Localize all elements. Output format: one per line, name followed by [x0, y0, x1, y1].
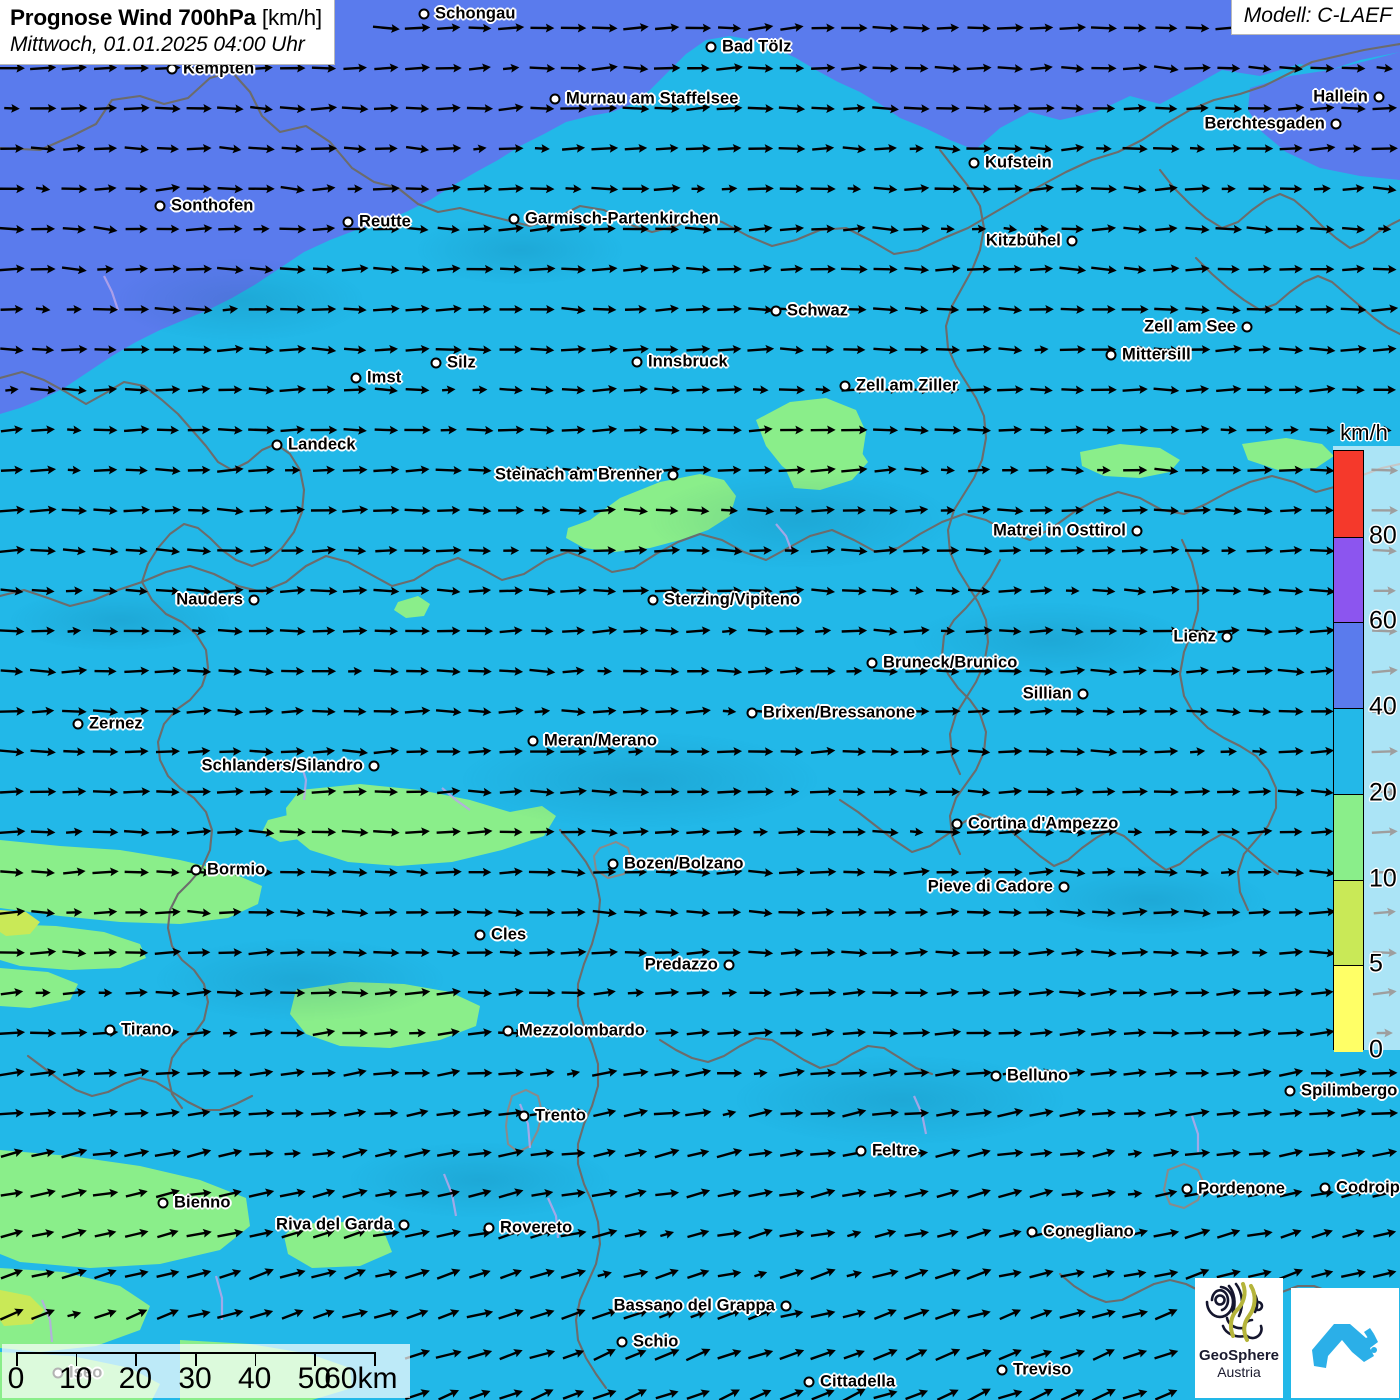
legend-tick-80: 80 — [1369, 521, 1397, 550]
scale-label-4: 40 — [237, 1362, 272, 1395]
legend-tick-5: 5 — [1369, 949, 1383, 978]
model-label: Modell: C-LAEF — [1230, 0, 1400, 35]
scale-tick-4 — [254, 1352, 257, 1366]
legend-band-80+ — [1334, 451, 1363, 537]
legend-tick-60: 60 — [1369, 606, 1397, 635]
geosphere-logo-subtitle: Austria — [1217, 1364, 1261, 1380]
title-unit-text: [km/h] — [261, 5, 322, 30]
scale-bar: 0 10 20 30 40 50 60km — [2, 1344, 410, 1398]
legend-tick-40: 40 — [1369, 692, 1397, 721]
legend-band-60-80 — [1334, 536, 1363, 624]
page-title: Prognose Wind 700hPa [km/h] — [10, 5, 322, 31]
title-box: Prognose Wind 700hPa [km/h] Mittwoch, 01… — [0, 0, 335, 65]
scale-tick-6 — [374, 1352, 376, 1366]
scale-label-6: 60km — [324, 1362, 398, 1395]
title-main-text: Prognose Wind 700hPa — [10, 5, 256, 30]
color-legend: km/h 80 60 40 20 10 5 0 — [1325, 420, 1400, 1064]
legend-band-20-40 — [1334, 708, 1363, 795]
legend-unit-label: km/h — [1340, 420, 1388, 445]
legend-color-bar — [1333, 450, 1364, 1052]
legend-band-0-5 — [1334, 965, 1363, 1052]
scale-tick-2 — [135, 1352, 138, 1366]
legend-tick-0: 0 — [1369, 1035, 1383, 1064]
scale-label-0: 0 — [7, 1362, 25, 1395]
legend-tick-10: 10 — [1369, 864, 1397, 893]
geosphere-austria-logo: GeoSphere Austria — [1195, 1278, 1283, 1398]
legend-band-5-10 — [1334, 879, 1363, 967]
legend-tick-20: 20 — [1369, 778, 1397, 807]
scale-tick-1 — [75, 1352, 78, 1366]
scale-label-5: 50 — [297, 1362, 332, 1395]
scale-tick-5 — [314, 1352, 317, 1366]
scale-tick-3 — [195, 1352, 197, 1366]
mountain-arrow-icon — [1312, 1324, 1378, 1368]
legend-band-10-20 — [1334, 793, 1363, 881]
scale-ruler — [16, 1352, 376, 1366]
legend-band-40-60 — [1334, 622, 1363, 710]
mountain-mark-logo — [1291, 1288, 1399, 1398]
geosphere-logo-name: GeoSphere — [1198, 1347, 1280, 1364]
scale-label-2: 20 — [118, 1362, 153, 1395]
geosphere-swirl-icon — [1205, 1282, 1264, 1342]
scale-label-3: 30 — [178, 1362, 212, 1395]
forecast-timestamp: Mittwoch, 01.01.2025 04:00 Uhr — [10, 33, 305, 56]
scale-tick-0 — [16, 1352, 18, 1366]
scale-label-1: 10 — [58, 1362, 93, 1395]
